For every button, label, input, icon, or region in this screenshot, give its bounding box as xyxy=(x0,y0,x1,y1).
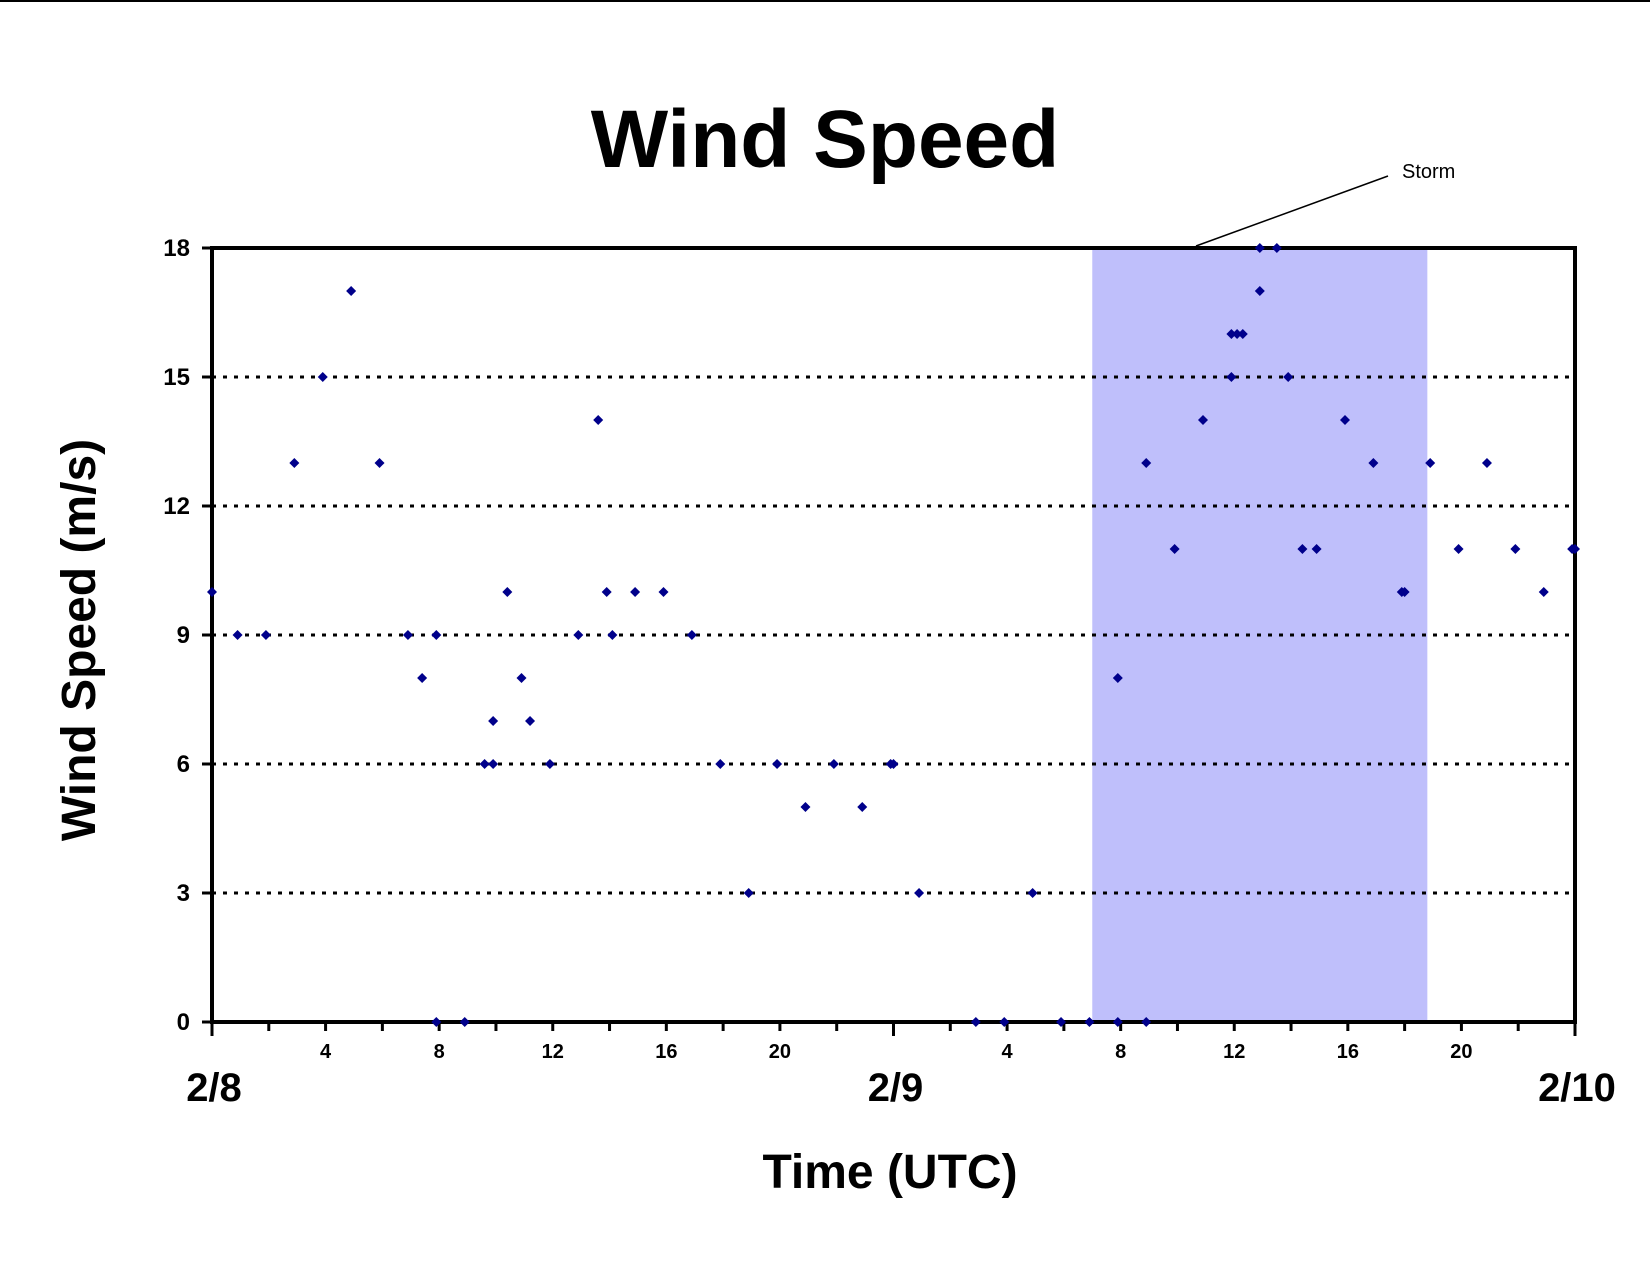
data-point xyxy=(630,587,641,597)
y-tick-label: 9 xyxy=(177,622,190,649)
data-point xyxy=(1198,415,1209,425)
data-point xyxy=(828,759,839,769)
data-point xyxy=(516,673,527,683)
data-point xyxy=(544,759,555,769)
x-hour-tick-label: 16 xyxy=(1337,1041,1359,1063)
data-point xyxy=(260,630,271,640)
data-point xyxy=(417,673,428,683)
y-tick-label: 0 xyxy=(177,1009,190,1036)
data-point xyxy=(1570,544,1580,554)
data-point xyxy=(1399,587,1410,597)
data-point xyxy=(207,587,217,597)
data-point xyxy=(346,286,357,296)
data-point xyxy=(1283,372,1294,382)
data-point xyxy=(1453,544,1464,554)
data-point xyxy=(317,372,328,382)
x-hour-tick-label: 8 xyxy=(1115,1041,1126,1063)
x-hour-tick-label: 20 xyxy=(1450,1041,1472,1063)
y-tick-layer: 0 3 6 9 12 15 18 xyxy=(163,235,212,1036)
data-point xyxy=(431,630,442,640)
data-point xyxy=(1271,243,1282,253)
data-point xyxy=(1237,329,1248,339)
data-point xyxy=(1027,888,1038,898)
x-hour-tick-label: 12 xyxy=(1223,1041,1245,1063)
data-point xyxy=(1538,587,1549,597)
y-tick-label: 6 xyxy=(177,751,190,778)
y-tick-label: 3 xyxy=(177,880,190,907)
data-point xyxy=(374,458,385,468)
data-point xyxy=(593,415,604,425)
x-tick-layer: 4 8 12 16 20 4 8 12 16 20 2/8 2/9 2/10 xyxy=(186,1022,1616,1110)
data-point xyxy=(1481,458,1492,468)
data-point xyxy=(1084,1017,1095,1027)
data-point xyxy=(1141,458,1152,468)
x-date-tick-label: 2/8 xyxy=(186,1066,242,1110)
data-point xyxy=(525,716,536,726)
data-point xyxy=(686,630,697,640)
data-point xyxy=(601,587,612,597)
data-point xyxy=(459,1017,470,1027)
x-hour-tick-label: 12 xyxy=(542,1041,564,1063)
x-hour-tick-label: 4 xyxy=(1002,1041,1014,1063)
data-point xyxy=(431,1017,442,1027)
data-point xyxy=(488,716,499,726)
data-point xyxy=(715,759,726,769)
x-date-tick-label: 2/9 xyxy=(868,1066,924,1110)
data-point xyxy=(607,630,618,640)
data-point xyxy=(502,587,513,597)
data-point xyxy=(1226,372,1237,382)
data-point xyxy=(800,802,811,812)
y-tick-label: 15 xyxy=(163,364,190,391)
data-point xyxy=(1169,544,1180,554)
x-hour-tick-label: 16 xyxy=(655,1041,677,1063)
x-axis-title: Time (UTC) xyxy=(762,1146,1017,1199)
data-point xyxy=(1510,544,1521,554)
data-point xyxy=(488,759,499,769)
data-point xyxy=(1339,415,1350,425)
data-point xyxy=(1425,458,1436,468)
y-tick-label: 18 xyxy=(163,235,190,262)
y-axis-title: Wind Speed (m/s) xyxy=(53,439,106,841)
data-point xyxy=(999,1017,1010,1027)
data-point xyxy=(1141,1017,1152,1027)
data-point xyxy=(573,630,584,640)
data-point xyxy=(1254,243,1265,253)
data-point xyxy=(914,888,925,898)
data-point xyxy=(402,630,413,640)
data-point xyxy=(970,1017,981,1027)
point-layer xyxy=(207,243,1580,1027)
x-hour-tick-label: 8 xyxy=(434,1041,445,1063)
data-point xyxy=(658,587,669,597)
grid-layer xyxy=(212,375,1575,895)
data-point xyxy=(232,630,243,640)
data-point xyxy=(1112,1017,1123,1027)
data-point xyxy=(1056,1017,1067,1027)
data-point xyxy=(479,759,490,769)
data-point xyxy=(1112,673,1123,683)
storm-annotation-line xyxy=(1195,175,1389,247)
data-point xyxy=(743,888,754,898)
data-point xyxy=(1232,329,1243,339)
data-point xyxy=(1368,458,1379,468)
data-point xyxy=(857,802,868,812)
data-point xyxy=(1226,329,1237,339)
data-point xyxy=(1254,286,1265,296)
data-point xyxy=(772,759,783,769)
data-point xyxy=(1311,544,1322,554)
data-point xyxy=(289,458,300,468)
y-tick-label: 12 xyxy=(163,493,190,520)
data-point xyxy=(1297,544,1308,554)
data-point xyxy=(888,759,899,769)
x-date-tick-label: 2/10 xyxy=(1538,1066,1616,1110)
x-hour-tick-label: 4 xyxy=(320,1041,332,1063)
x-hour-tick-label: 20 xyxy=(769,1041,791,1063)
chart-title: Wind Speed xyxy=(591,94,1060,185)
storm-annotation-label: Storm xyxy=(1402,161,1455,183)
